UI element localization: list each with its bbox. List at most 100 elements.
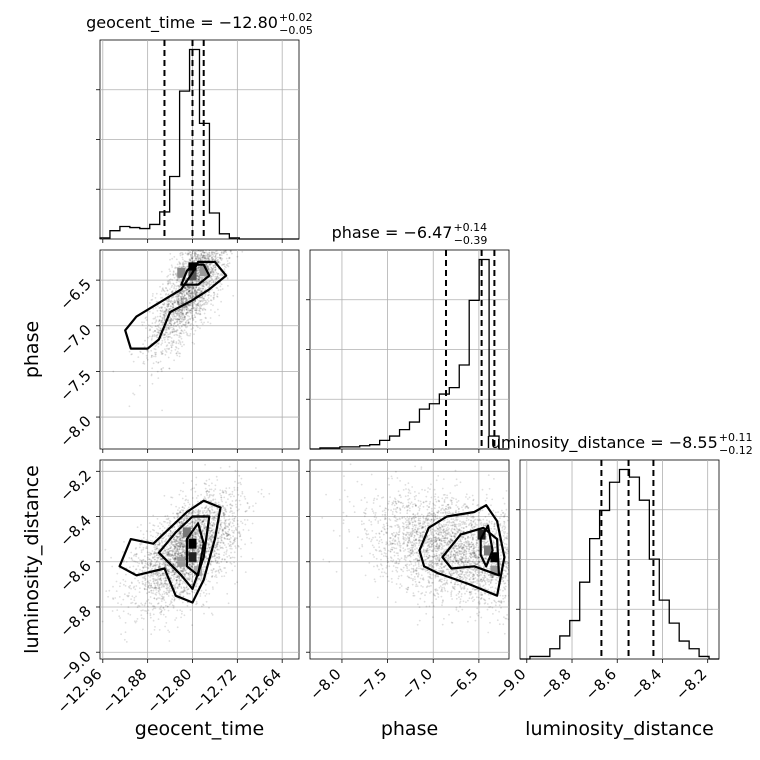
- sample-point: [228, 257, 231, 259]
- sample-point: [165, 345, 168, 347]
- sample-point: [179, 308, 182, 310]
- sample-point: [195, 290, 198, 293]
- sample-point: [152, 524, 155, 526]
- sample-point: [195, 293, 197, 295]
- sample-point: [192, 504, 195, 507]
- sample-point: [224, 520, 227, 523]
- sample-point: [210, 283, 213, 286]
- sample-point: [190, 290, 193, 293]
- sample-point: [223, 544, 226, 546]
- sample-point: [172, 319, 175, 321]
- sample-point: [159, 593, 162, 596]
- sample-point: [192, 317, 195, 320]
- sample-point: [230, 504, 233, 507]
- sample-point: [191, 624, 194, 626]
- sample-point: [152, 317, 155, 320]
- sample-point: [163, 314, 166, 317]
- sample-point: [179, 535, 181, 538]
- sample-point: [179, 524, 181, 527]
- sample-point: [183, 293, 186, 296]
- sample-point: [220, 254, 223, 256]
- sample-point: [203, 240, 205, 242]
- sample-point: [181, 297, 183, 300]
- sample-point: [172, 573, 175, 576]
- sample-point: [221, 240, 223, 242]
- sample-point: [171, 257, 174, 260]
- sample-point: [182, 550, 185, 552]
- sample-point: [164, 521, 167, 523]
- sample-point: [141, 321, 143, 324]
- sample-point: [209, 547, 212, 549]
- sample-point: [198, 250, 201, 251]
- sample-point: [216, 287, 219, 290]
- sample-point: [229, 250, 232, 253]
- sample-point: [167, 280, 170, 282]
- sample-point: [235, 529, 238, 531]
- sample-point: [133, 620, 136, 623]
- sample-point: [179, 583, 181, 586]
- sample-point: [201, 278, 203, 281]
- sample-point: [220, 283, 223, 286]
- sample-point: [183, 545, 186, 548]
- sample-point: [161, 572, 164, 574]
- sample-point: [157, 328, 159, 331]
- sample-point: [187, 303, 189, 306]
- sample-point: [210, 540, 213, 542]
- sample-point: [201, 257, 204, 260]
- sample-point: [208, 282, 211, 284]
- sample-point: [193, 533, 195, 536]
- sample-point: [184, 324, 187, 327]
- sample-point: [152, 578, 155, 581]
- sample-point: [181, 256, 184, 259]
- sample-point: [191, 341, 194, 344]
- sample-point: [167, 293, 170, 295]
- sample-point: [181, 293, 184, 296]
- sample-point: [180, 320, 183, 323]
- sample-point: [198, 510, 200, 513]
- sample-point: [190, 312, 192, 314]
- sample-point: [233, 489, 236, 491]
- sample-point: [182, 571, 185, 573]
- sample-point: [214, 502, 216, 505]
- sample-point: [198, 254, 201, 257]
- sample-point: [176, 299, 179, 302]
- sample-point: [152, 312, 154, 315]
- sample-point: [195, 291, 198, 294]
- sample-point: [174, 545, 177, 548]
- sample-point: [209, 535, 212, 538]
- sample-point: [165, 567, 168, 570]
- sample-point: [243, 519, 246, 521]
- sample-point: [190, 302, 193, 304]
- sample-point: [222, 533, 225, 536]
- sample-point: [178, 538, 181, 541]
- sample-point: [187, 311, 190, 314]
- sample-point: [196, 255, 199, 258]
- sample-point: [198, 313, 201, 316]
- sample-point: [157, 587, 159, 590]
- sample-point: [167, 553, 170, 556]
- sample-point: [177, 515, 180, 517]
- sample-point: [159, 327, 162, 330]
- sample-point: [191, 252, 194, 255]
- sample-point: [172, 317, 175, 320]
- sample-point: [182, 482, 185, 484]
- sample-point: [224, 513, 226, 516]
- sample-point: [141, 617, 143, 620]
- sample-point: [233, 556, 236, 559]
- sample-point: [171, 549, 173, 552]
- sample-point: [168, 318, 171, 321]
- sample-point: [179, 317, 182, 320]
- sample-point: [207, 572, 209, 575]
- sample-point: [191, 576, 194, 578]
- sample-point: [153, 578, 156, 580]
- sample-point: [166, 584, 169, 586]
- sample-point: [178, 355, 181, 358]
- sample-point: [195, 285, 197, 288]
- sample-point: [193, 517, 195, 520]
- sample-point: [182, 289, 185, 292]
- sample-point: [165, 587, 168, 590]
- sample-point: [177, 512, 180, 515]
- sample-point: [183, 244, 185, 246]
- sample-point: [229, 503, 232, 506]
- sample-point: [186, 285, 189, 288]
